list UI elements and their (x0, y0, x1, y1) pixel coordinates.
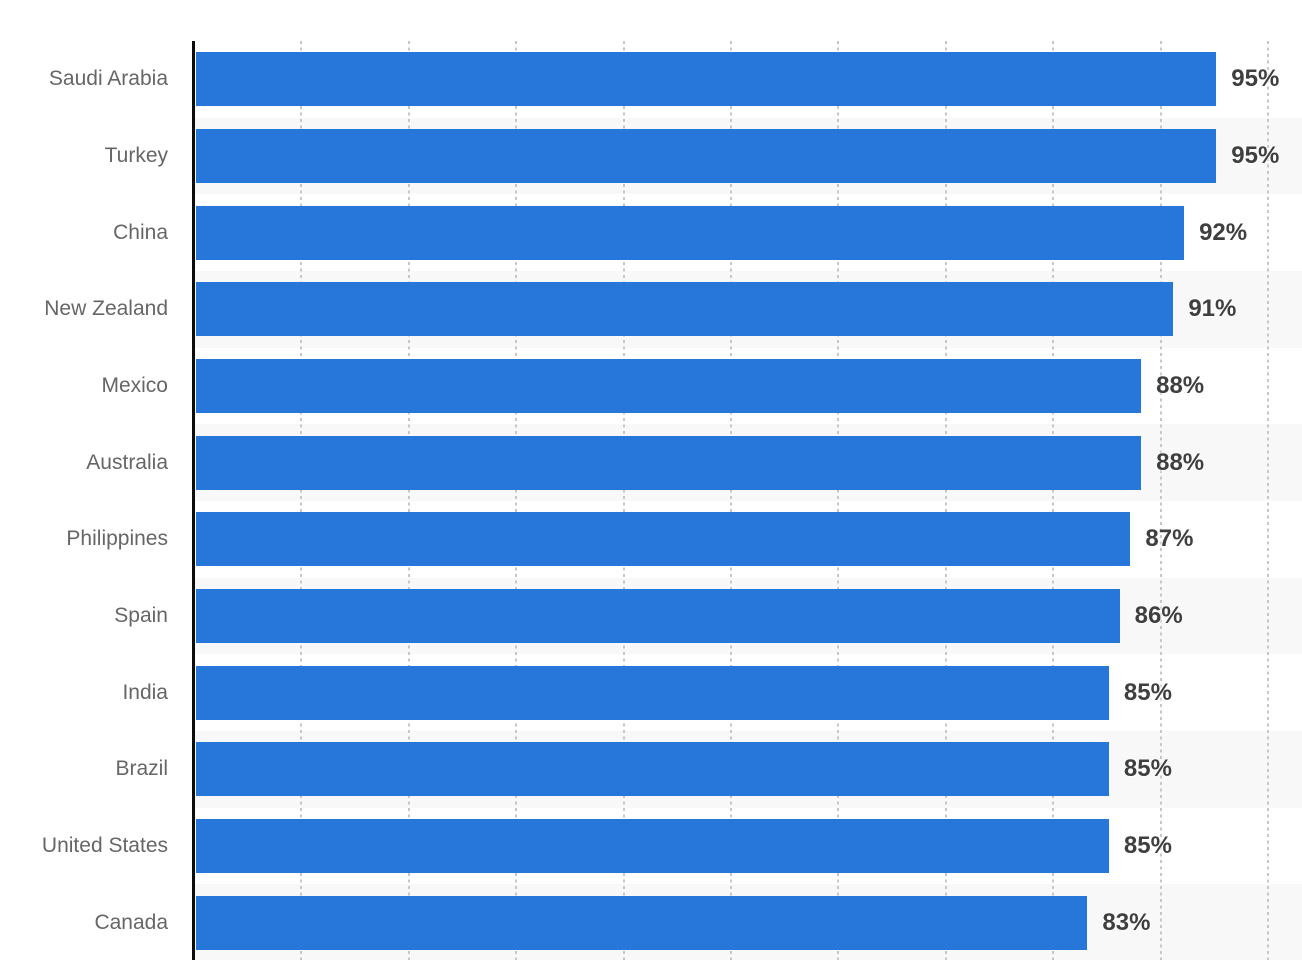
row-plot-area: 85% (194, 730, 1302, 808)
category-label: Philippines (0, 500, 194, 578)
row-plot-area: 88% (194, 348, 1302, 425)
bar[interactable] (196, 205, 1185, 260)
bar[interactable] (196, 52, 1217, 107)
bar[interactable] (196, 358, 1142, 413)
value-label: 85% (1123, 755, 1172, 783)
bar[interactable] (196, 128, 1217, 183)
row-plot-area: 95% (194, 41, 1302, 118)
value-label: 88% (1156, 448, 1205, 476)
chart-row: Philippines 87% (0, 500, 1302, 578)
row-plot-area: 92% (194, 194, 1302, 271)
value-label: 88% (1156, 371, 1205, 399)
chart-row: Canada 83% (0, 884, 1302, 960)
bar[interactable] (196, 435, 1142, 490)
chart-row: Brazil 85% (0, 730, 1302, 808)
category-label: Canada (0, 884, 194, 960)
value-label: 95% (1231, 141, 1280, 169)
bar[interactable] (196, 818, 1109, 873)
value-label: 85% (1123, 678, 1172, 706)
category-label: Turkey (0, 117, 194, 195)
category-label: China (0, 194, 194, 271)
row-plot-area: 87% (194, 501, 1302, 578)
value-label: 91% (1188, 295, 1237, 323)
value-label: 83% (1102, 908, 1151, 936)
row-plot-area: 88% (194, 424, 1302, 501)
bar-rows: Saudi Arabia 95% Turkey 95% China 92% New Zeal… (0, 41, 1302, 960)
category-label: Spain (0, 577, 194, 655)
bar[interactable] (196, 588, 1120, 643)
bar[interactable] (196, 282, 1174, 337)
row-plot-area: 83% (194, 884, 1302, 960)
bar[interactable] (196, 895, 1088, 950)
row-plot-area: 85% (194, 654, 1302, 731)
chart-row: Spain 86% (0, 577, 1302, 655)
chart-row: China 92% (0, 194, 1302, 271)
row-plot-area: 85% (194, 808, 1302, 885)
value-label: 92% (1199, 218, 1248, 246)
category-label: United States (0, 807, 194, 885)
chart-row: New Zealand 91% (0, 270, 1302, 348)
y-axis-line (192, 41, 195, 960)
chart-row: United States 85% (0, 807, 1302, 885)
value-label: 95% (1231, 65, 1280, 93)
chart-row: Australia 88% (0, 424, 1302, 501)
chart-row: Saudi Arabia 95% (0, 41, 1302, 118)
bar[interactable] (196, 512, 1131, 567)
chart-row: Turkey 95% (0, 117, 1302, 195)
value-label: 86% (1134, 601, 1183, 629)
category-label: Brazil (0, 730, 194, 808)
category-label: India (0, 654, 194, 731)
value-label: 85% (1123, 831, 1172, 859)
category-label: New Zealand (0, 270, 194, 348)
bar[interactable] (196, 665, 1109, 720)
row-plot-area: 86% (194, 577, 1302, 655)
category-label: Mexico (0, 347, 194, 425)
category-label: Saudi Arabia (0, 41, 194, 118)
bar[interactable] (196, 742, 1109, 797)
row-plot-area: 95% (194, 117, 1302, 195)
category-label: Australia (0, 424, 194, 501)
row-plot-area: 91% (194, 270, 1302, 348)
value-label: 87% (1145, 525, 1194, 553)
chart-row: Mexico 88% (0, 347, 1302, 425)
chart-row: India 85% (0, 654, 1302, 731)
